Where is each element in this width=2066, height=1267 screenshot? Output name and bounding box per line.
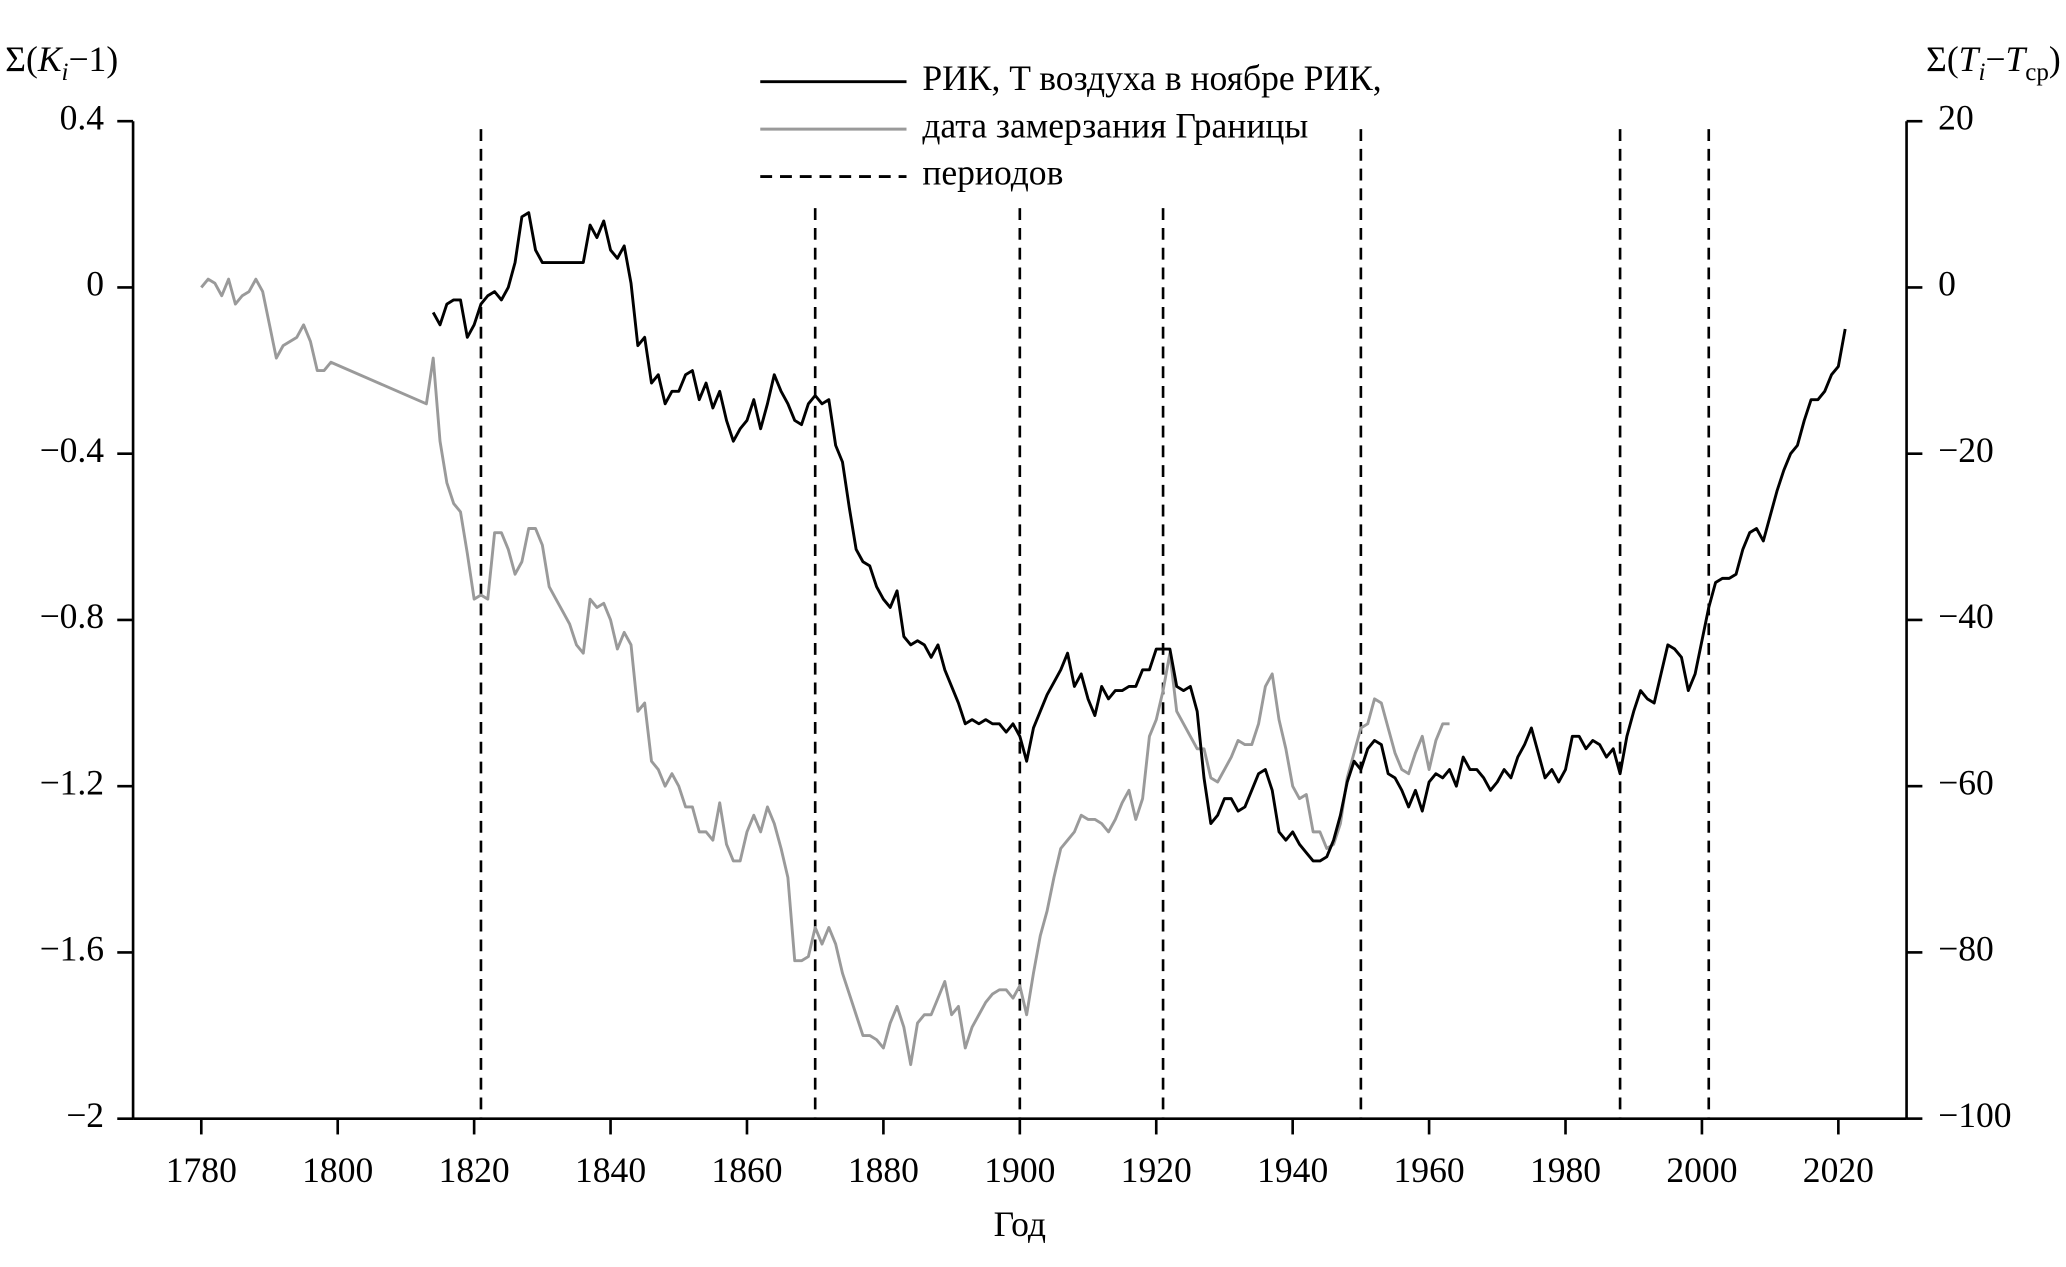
y-tick-label: −0.4 (40, 430, 105, 470)
x-tick-label: 1780 (166, 1150, 237, 1190)
y-tick-label: −1.6 (40, 929, 105, 969)
y-tick-label: 0.4 (60, 97, 105, 137)
x-tick-label: 1860 (711, 1150, 782, 1190)
series-line (200, 277, 1450, 1067)
y-tick-label: 0 (86, 264, 104, 304)
legend-label: РИК, T воздуха в ноябре РИК, (922, 58, 1381, 98)
y2-tick-label: −80 (1938, 929, 1994, 969)
x-tick-label: 1840 (575, 1150, 646, 1190)
y2-tick-label: −40 (1938, 596, 1994, 636)
label-part: ср (2025, 59, 2049, 86)
y2-tick-label: 0 (1938, 264, 1956, 304)
label-part: −1) (69, 39, 119, 79)
x-tick-label: 1900 (984, 1150, 1055, 1190)
legend-label: дата замерзания Границы (922, 105, 1308, 145)
y2-tick-label: 20 (1938, 97, 1974, 137)
label-part: i (62, 59, 69, 86)
y-tick-label: −2 (66, 1095, 104, 1135)
x-tick-label: 1800 (302, 1150, 373, 1190)
x-tick-label: 2020 (1803, 1150, 1874, 1190)
y-axis-label: Σ(Ki−1) (5, 39, 118, 85)
x-tick-label: 1980 (1530, 1150, 1601, 1190)
y-tick-label: −0.8 (40, 596, 105, 636)
y2-tick-label: −20 (1938, 430, 1994, 470)
label-part: T (1959, 39, 1981, 79)
label-part: K (37, 39, 64, 79)
y2-tick-label: −100 (1938, 1095, 2011, 1135)
label-part: i (1978, 59, 1985, 86)
label-part: ) (2049, 39, 2061, 79)
label-part: Σ( (1926, 39, 1959, 79)
label-part: − (1985, 39, 2005, 79)
x-tick-label: 2000 (1666, 1150, 1737, 1190)
x-tick-label: 1940 (1257, 1150, 1328, 1190)
y2-axis-label: Σ(Ti−Tср) (1926, 39, 2061, 85)
x-tick-label: 1880 (848, 1150, 919, 1190)
x-tick-label: 1820 (439, 1150, 510, 1190)
series-line (431, 211, 1847, 863)
y-tick-label: −1.2 (40, 762, 105, 802)
x-tick-label: 1920 (1121, 1150, 1192, 1190)
y2-tick-label: −60 (1938, 762, 1994, 802)
label-part: Σ( (5, 39, 38, 79)
legend-label: периодов (922, 153, 1063, 193)
x-tick-label: 1960 (1394, 1150, 1465, 1190)
x-axis-label: Год (994, 1204, 1046, 1244)
label-part: T (2005, 39, 2027, 79)
